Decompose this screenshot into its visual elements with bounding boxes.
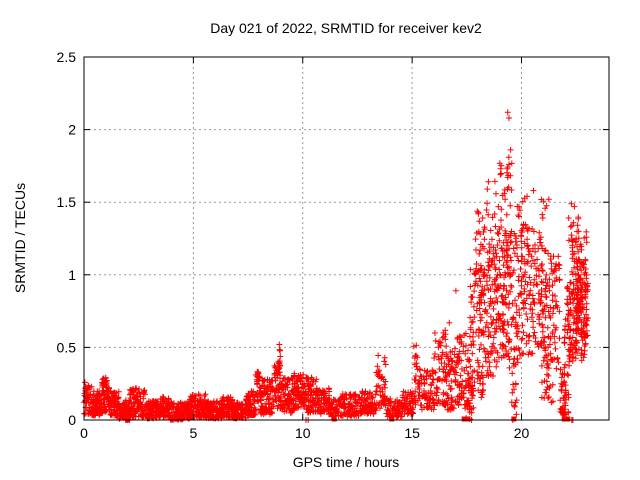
on-axis-square-marker [464, 416, 470, 422]
on-axis-square-marker [565, 416, 571, 422]
on-axis-square-marker [511, 416, 517, 422]
y-tick-label: 0 [68, 412, 76, 428]
on-axis-square-marker [331, 416, 337, 422]
plot-border [83, 56, 610, 421]
chart-title: Day 021 of 2022, SRMTID for receiver kev… [210, 20, 482, 36]
y-tick-label: 0.5 [57, 339, 77, 355]
data-points-layer [81, 109, 591, 423]
on-axis-square-marker [389, 416, 395, 422]
scatter-points [81, 109, 591, 423]
y-tick-label: 2.5 [57, 49, 77, 65]
x-tick-label: 10 [295, 425, 311, 441]
y-tick-label: 1 [68, 267, 76, 283]
x-tick-label: 0 [80, 425, 88, 441]
x-tick-label: 20 [514, 425, 530, 441]
y-tick-label: 2 [68, 122, 76, 138]
y-axis-label: SRMTID / TECUs [12, 183, 28, 293]
grid-lines [84, 57, 609, 420]
on-axis-square-marker [461, 416, 467, 422]
tick-labels: 0 5 10 15 20 0 0.5 1 1.5 2 2.5 [57, 49, 530, 441]
x-axis-label: GPS time / hours [293, 454, 400, 470]
x-tick-label: 15 [404, 425, 420, 441]
axis-ticks [83, 56, 609, 421]
x-tick-label: 5 [189, 425, 197, 441]
y-tick-label: 1.5 [57, 194, 77, 210]
